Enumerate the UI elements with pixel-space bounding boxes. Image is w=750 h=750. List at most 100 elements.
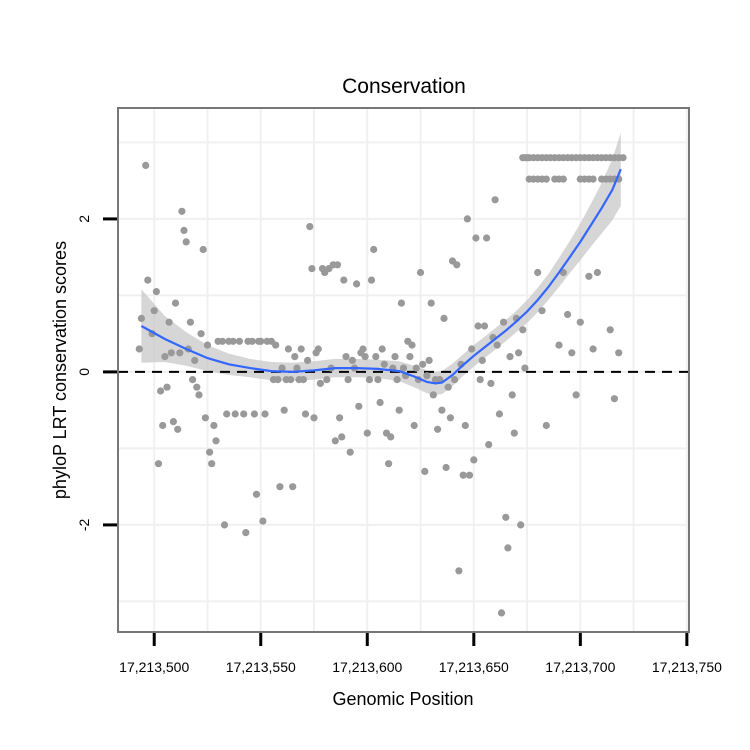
data-point — [150, 307, 158, 315]
data-point — [259, 517, 267, 525]
data-point — [542, 421, 550, 430]
data-point — [323, 376, 331, 384]
data-point — [495, 410, 503, 418]
data-point — [519, 326, 527, 334]
chart-title: Conservation — [342, 75, 466, 98]
y-axis: -2 0 2 — [76, 215, 117, 531]
data-point — [372, 353, 380, 361]
data-point — [502, 513, 510, 521]
data-point — [165, 318, 173, 326]
data-point — [301, 410, 310, 418]
data-point — [442, 463, 450, 472]
data-point — [517, 521, 525, 529]
data-point — [171, 299, 180, 307]
data-point — [451, 376, 459, 384]
data-point — [223, 410, 231, 418]
data-point — [229, 337, 237, 345]
data-point — [180, 226, 188, 234]
data-point — [363, 429, 371, 437]
data-point — [378, 345, 386, 353]
data-point — [412, 364, 420, 372]
data-point — [333, 261, 342, 269]
data-point — [370, 245, 378, 254]
data-point — [463, 215, 471, 223]
data-point — [474, 322, 482, 330]
data-point — [376, 398, 384, 407]
data-point — [355, 402, 363, 410]
data-point — [461, 421, 469, 430]
data-point — [231, 410, 239, 418]
x-tick-label: 17,213,700 — [545, 659, 615, 675]
data-point — [142, 161, 150, 169]
data-point — [589, 175, 597, 183]
data-point — [178, 207, 186, 215]
data-point — [572, 391, 580, 399]
data-point — [240, 410, 248, 418]
x-axis-title: Genomic Position — [332, 689, 473, 709]
data-point — [478, 356, 486, 364]
data-point — [161, 353, 169, 361]
data-point — [515, 349, 523, 357]
data-point — [568, 349, 576, 357]
data-point — [429, 391, 437, 399]
data-point — [272, 341, 280, 349]
y-axis-title: phyloP LRT conservation scores — [50, 241, 70, 499]
data-point — [310, 414, 318, 422]
data-point — [436, 376, 444, 384]
data-point — [521, 364, 529, 372]
data-point — [342, 353, 350, 361]
data-point — [470, 456, 478, 464]
data-point — [485, 441, 493, 449]
data-point — [191, 356, 199, 364]
data-point — [220, 521, 229, 529]
data-point — [434, 425, 442, 433]
data-point — [289, 483, 297, 491]
data-point — [468, 345, 476, 353]
data-point — [380, 360, 388, 368]
data-point — [212, 437, 220, 445]
data-point — [284, 345, 292, 353]
data-point — [444, 383, 452, 391]
data-point — [459, 471, 467, 479]
data-point — [278, 364, 286, 372]
data-point — [189, 376, 197, 384]
y-tick-label: 2 — [76, 215, 92, 223]
data-point — [308, 265, 316, 273]
data-point — [163, 383, 171, 391]
smooth-fit-line — [140, 168, 622, 385]
data-point — [465, 471, 474, 479]
confidence-ribbon — [141, 132, 621, 395]
data-point — [182, 238, 190, 246]
data-point — [610, 395, 619, 403]
data-point — [152, 288, 160, 296]
data-point — [242, 529, 250, 537]
x-tick-label: 17,213,650 — [439, 659, 509, 675]
data-point — [487, 379, 495, 387]
data-point — [559, 175, 567, 183]
data-point — [410, 421, 418, 430]
data-point — [619, 154, 627, 162]
data-point — [291, 353, 299, 361]
data-point — [206, 448, 214, 456]
data-point — [423, 372, 431, 380]
data-point — [235, 337, 243, 345]
data-point — [497, 609, 506, 617]
data-point — [399, 364, 408, 372]
data-point — [137, 314, 145, 322]
data-point — [157, 387, 165, 395]
data-point — [167, 349, 175, 357]
data-point — [408, 341, 416, 349]
data-point — [293, 364, 301, 372]
data-point — [393, 376, 401, 384]
data-point — [576, 318, 584, 326]
data-point — [506, 353, 514, 361]
data-point — [361, 353, 369, 361]
data-point — [348, 356, 356, 364]
data-point — [203, 341, 212, 349]
data-point — [218, 337, 226, 345]
data-point — [542, 175, 550, 183]
data-point — [589, 345, 597, 353]
y-tick-label: 0 — [76, 368, 92, 376]
data-point — [606, 326, 614, 334]
data-point — [353, 280, 361, 288]
